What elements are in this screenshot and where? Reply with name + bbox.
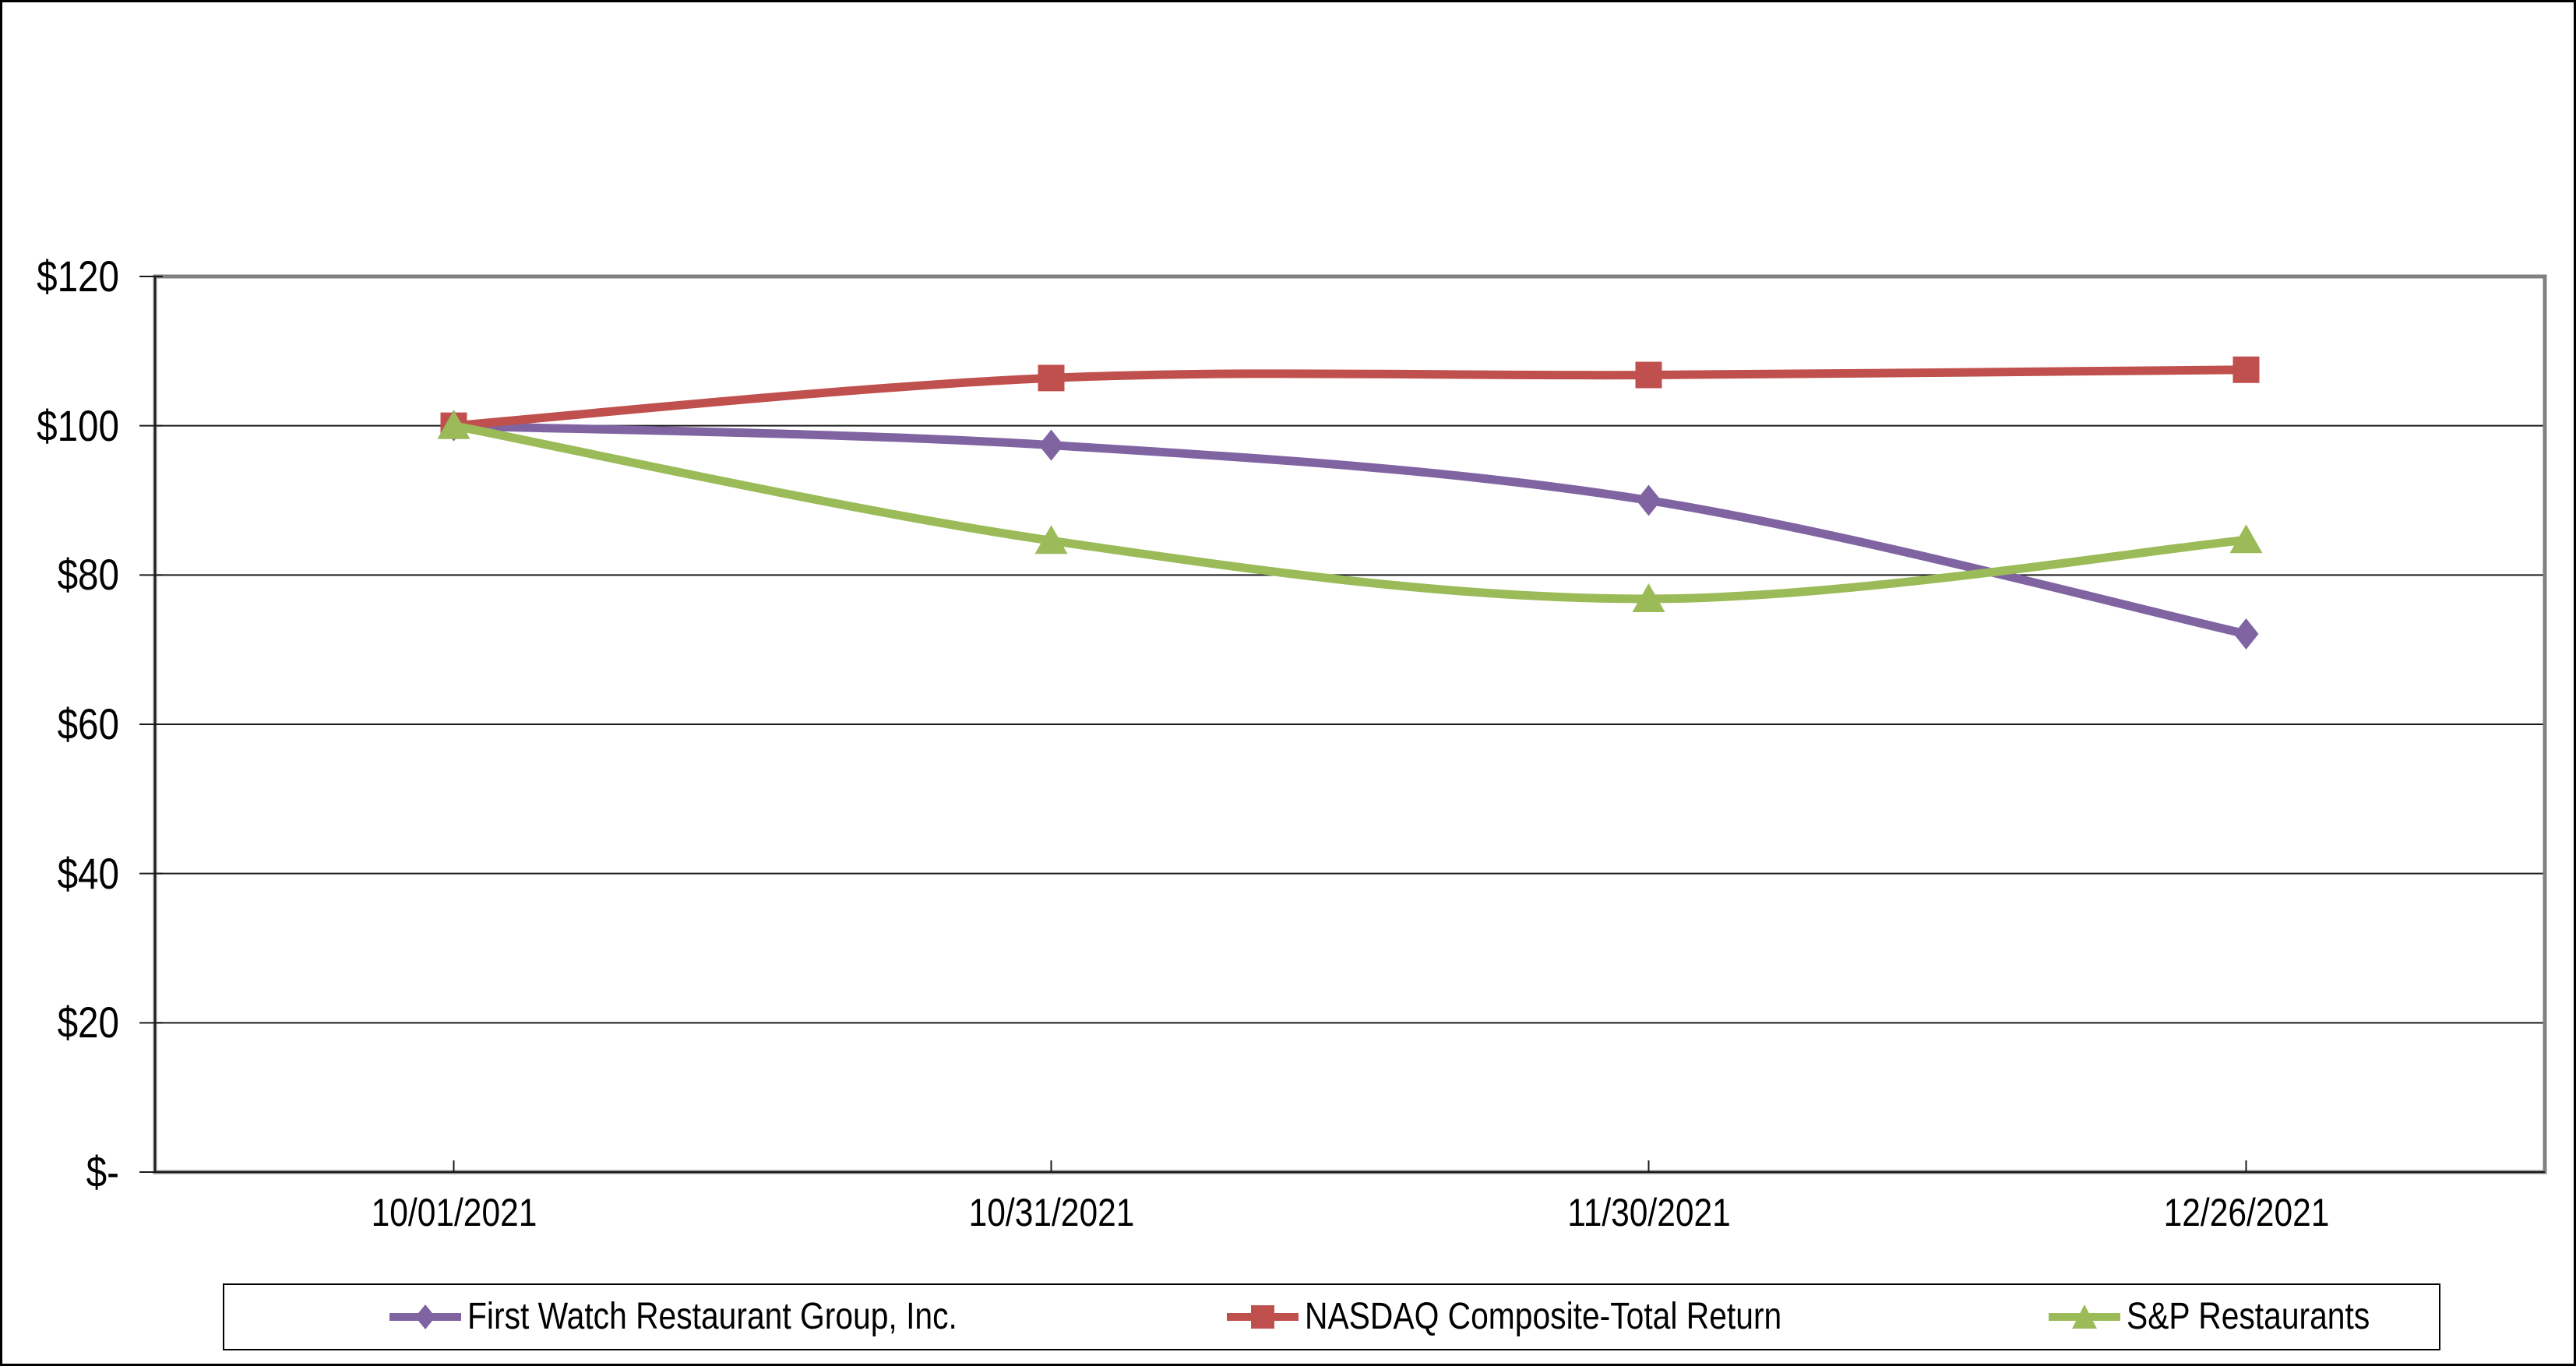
y-axis-label: $120 (37, 252, 119, 301)
legend-label: S&P Restaurants (2127, 1296, 2370, 1337)
triangle-legend-icon (2049, 1304, 2121, 1329)
y-axis-label: $- (86, 1147, 119, 1196)
legend: First Watch Restaurant Group, Inc. NASDAQ… (223, 1283, 2440, 1350)
x-axis-label: 10/01/2021 (371, 1191, 537, 1234)
triangle-marker-s-p-restaurants (1034, 525, 1068, 554)
y-axis-label: $100 (37, 400, 119, 450)
y-axis-label: $60 (57, 699, 119, 748)
square-marker-nasdaq-composite-total-return (1038, 364, 1065, 392)
series-line-first-watch-restaurant-group-inc (449, 421, 2250, 639)
legend-label: NASDAQ Composite-Total Return (1304, 1296, 1782, 1337)
x-axis-label: 10/31/2021 (968, 1191, 1134, 1234)
x-axis-label: 12/26/2021 (2163, 1191, 2329, 1234)
legend-entry-s-p-restaurants: S&P Restaurants (2049, 1295, 2412, 1339)
square-legend-icon (1226, 1305, 1299, 1329)
square-marker-nasdaq-composite-total-return (1635, 361, 1662, 389)
x-axis-label: 11/30/2021 (1566, 1191, 1731, 1234)
square-marker-nasdaq-composite-total-return (2232, 356, 2260, 383)
y-axis-label: $40 (57, 848, 119, 898)
diamond-marker-first-watch-restaurant-group-inc (1038, 429, 1064, 461)
y-axis-label: $80 (57, 550, 119, 600)
diamond-marker-first-watch-restaurant-group-inc (2233, 618, 2259, 650)
triangle-marker-s-p-restaurants (1632, 583, 1665, 612)
y-axis-label: $20 (57, 998, 119, 1047)
triangle-marker-s-p-restaurants (2229, 524, 2263, 554)
legend-label: First Watch Restaurant Group, Inc. (467, 1296, 957, 1337)
series-line-s-p-restaurants (449, 421, 2250, 604)
series-line-nasdaq-composite-total-return (449, 365, 2250, 431)
triangle-marker-s-p-restaurants (437, 410, 470, 439)
diamond-legend-icon (389, 1304, 461, 1329)
legend-entry-nasdaq-composite-total-return: NASDAQ Composite-Total Return (1226, 1295, 1866, 1339)
diamond-marker-first-watch-restaurant-group-inc (1636, 484, 1662, 516)
legend-entry-first-watch-restaurant-group-inc: First Watch Restaurant Group, Inc. (389, 1295, 1044, 1339)
